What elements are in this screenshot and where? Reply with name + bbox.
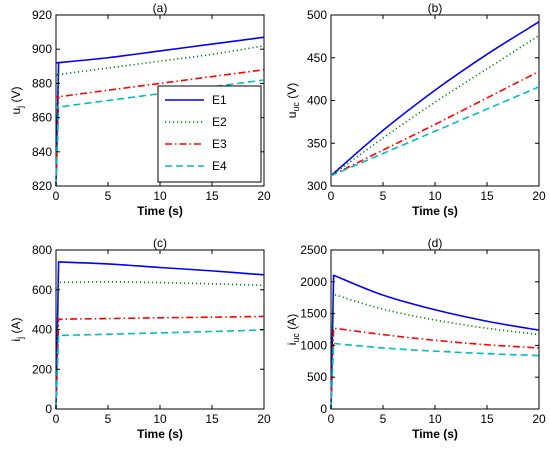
series-line-e4-a bbox=[55, 79, 265, 187]
y-tick-label-b: 450 bbox=[307, 51, 327, 65]
x-tick-label-a: 5 bbox=[105, 189, 112, 203]
y-tick-label-c: 600 bbox=[32, 283, 52, 297]
series-line-e3-c bbox=[55, 315, 265, 410]
x-tick-label-c: 10 bbox=[153, 412, 167, 426]
x-axis-label-b: Time (s) bbox=[412, 204, 458, 218]
chart-d: 0 5 10 15 20 0 500 1000 1500 2000 2500 (d) Time (s) i… bbox=[285, 236, 546, 441]
x-tick-label-b: 15 bbox=[480, 189, 494, 203]
y-axis-label-b: uuc (V) bbox=[285, 83, 301, 119]
y-tick-label-b: 500 bbox=[307, 8, 327, 22]
y-tick-label-d: 2500 bbox=[300, 243, 327, 257]
x-tick-label-d: 0 bbox=[328, 412, 335, 426]
series-line-e2-c bbox=[55, 280, 265, 410]
y-tick-label-c: 800 bbox=[32, 243, 52, 257]
series-line-e1-b bbox=[330, 21, 540, 177]
x-tick-label-c: 5 bbox=[105, 412, 112, 426]
y-tick-label-d: 1500 bbox=[300, 307, 327, 321]
y-tick-label-a: 860 bbox=[32, 111, 52, 125]
y-axis-label-c: ij (A) bbox=[9, 317, 25, 341]
chart-title-c: (c) bbox=[153, 236, 167, 250]
legend-label-e3: E3 bbox=[212, 137, 227, 151]
y-tick-label-a: 920 bbox=[32, 8, 52, 22]
legend-a: E1 E2 E3 E4 bbox=[157, 85, 262, 183]
y-tick-label-d: 0 bbox=[320, 402, 327, 416]
series-line-e3-b bbox=[330, 70, 540, 177]
x-tick-label-b: 0 bbox=[328, 189, 335, 203]
x-axis-label-c: Time (s) bbox=[137, 427, 183, 441]
chart-title-b: (b) bbox=[428, 1, 443, 15]
series-line-e4-b bbox=[330, 86, 540, 177]
y-tick-label-c: 200 bbox=[32, 362, 52, 376]
series-line-e1-a bbox=[55, 36, 265, 187]
x-tick-label-a: 20 bbox=[257, 189, 271, 203]
chart-a: 0 5 10 15 20 820 840 860 880 900 920 (a) Time (s) uj … bbox=[9, 1, 271, 218]
x-tick-label-b: 20 bbox=[532, 189, 546, 203]
y-tick-label-a: 820 bbox=[32, 179, 52, 193]
x-tick-label-d: 5 bbox=[380, 412, 387, 426]
y-tick-label-d: 2000 bbox=[300, 275, 327, 289]
x-tick-label-c: 0 bbox=[53, 412, 60, 426]
y-tick-label-d: 1000 bbox=[300, 338, 327, 352]
y-axis-label-a: uj (V) bbox=[9, 86, 25, 114]
y-axis-label-d: iuc (A) bbox=[285, 314, 301, 346]
legend-label-e4: E4 bbox=[212, 159, 227, 173]
legend-box-a bbox=[157, 85, 262, 183]
x-tick-label-d: 10 bbox=[428, 412, 442, 426]
x-tick-label-c: 15 bbox=[205, 412, 219, 426]
series-line-e3-a bbox=[55, 68, 265, 187]
series-line-e4-d bbox=[330, 342, 540, 410]
x-tick-label-b: 5 bbox=[380, 189, 387, 203]
series-line-e1-c bbox=[55, 261, 265, 410]
chart-b: 0 5 10 15 20 300 350 400 450 500 (b) Time (s) uuc (V… bbox=[285, 1, 546, 218]
x-tick-label-d: 20 bbox=[532, 412, 546, 426]
plot-area-c bbox=[55, 249, 265, 410]
chart-title-a: (a) bbox=[153, 1, 168, 15]
x-tick-label-c: 20 bbox=[257, 412, 271, 426]
plot-area-d bbox=[330, 249, 540, 410]
y-tick-label-c: 0 bbox=[45, 402, 52, 416]
series-line-e1-d bbox=[330, 274, 540, 410]
x-tick-label-d: 15 bbox=[480, 412, 494, 426]
series-line-e3-d bbox=[330, 327, 540, 410]
legend-label-e2: E2 bbox=[212, 115, 227, 129]
legend-label-e1: E1 bbox=[212, 93, 227, 107]
x-axis-label-a: Time (s) bbox=[137, 204, 183, 218]
y-tick-label-b: 400 bbox=[307, 94, 327, 108]
y-tick-label-a: 880 bbox=[32, 76, 52, 90]
y-tick-label-d: 500 bbox=[307, 370, 327, 384]
x-axis-label-d: Time (s) bbox=[412, 427, 458, 441]
x-tick-label-a: 15 bbox=[205, 189, 219, 203]
x-tick-label-a: 0 bbox=[53, 189, 60, 203]
series-line-e2-a bbox=[55, 44, 265, 187]
y-tick-label-b: 350 bbox=[307, 136, 327, 150]
y-tick-label-c: 400 bbox=[32, 323, 52, 337]
x-tick-label-a: 10 bbox=[153, 189, 167, 203]
chart-title-d: (d) bbox=[428, 236, 443, 250]
x-tick-label-b: 10 bbox=[428, 189, 442, 203]
y-tick-label-a: 840 bbox=[32, 145, 52, 159]
y-tick-label-b: 300 bbox=[307, 179, 327, 193]
y-tick-label-a: 900 bbox=[32, 42, 52, 56]
